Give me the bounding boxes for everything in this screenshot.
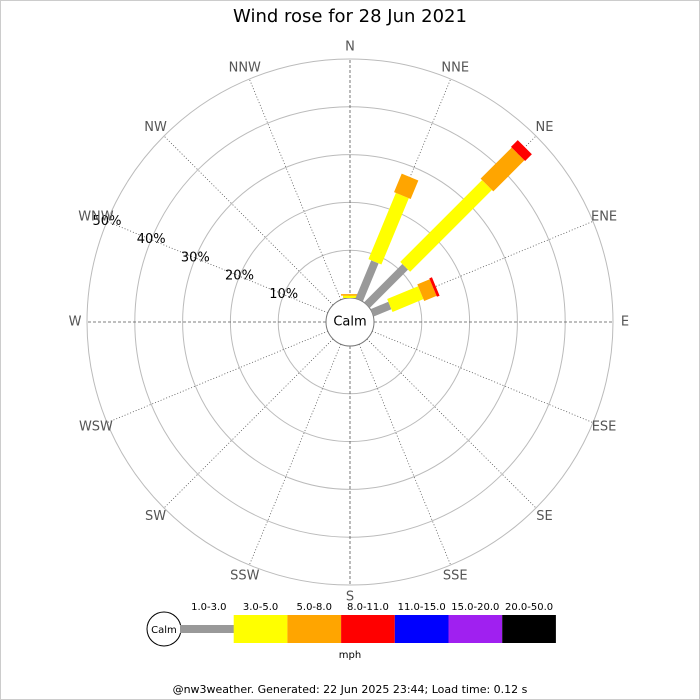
direction-label: ENE xyxy=(591,209,617,224)
direction-label: NE xyxy=(535,120,553,135)
r-tick-label: 50% xyxy=(93,214,122,229)
legend-swatch xyxy=(233,615,288,643)
r-tick-label: 10% xyxy=(269,287,298,302)
direction-label: WSW xyxy=(79,420,113,435)
wind-bar xyxy=(480,147,525,192)
r-tick-label: 20% xyxy=(225,269,254,284)
legend-label: 20.0-50.0 xyxy=(505,602,553,613)
legend-swatch xyxy=(180,625,236,633)
wind-bar xyxy=(368,192,409,265)
legend-swatch xyxy=(341,615,395,643)
grid-ring xyxy=(86,58,614,586)
wind-bar xyxy=(364,264,408,308)
spoke xyxy=(163,338,334,509)
wind-bar xyxy=(387,286,424,312)
wind-bar xyxy=(343,295,357,298)
spoke xyxy=(163,135,334,306)
legend-label: 1.0-3.0 xyxy=(191,602,226,613)
legend-label: 11.0-15.0 xyxy=(398,602,446,613)
direction-label: SSE xyxy=(443,569,468,584)
wind-bar xyxy=(394,173,419,200)
wind-bar xyxy=(510,140,532,162)
legend-swatch xyxy=(394,615,449,643)
direction-label: N xyxy=(345,40,355,55)
wind-bar xyxy=(429,277,440,297)
legend-calm-label: Calm xyxy=(151,625,177,636)
spoke xyxy=(248,78,342,300)
direction-label: SSW xyxy=(230,569,260,584)
spoke xyxy=(372,330,594,424)
r-tick-label: 30% xyxy=(181,250,210,265)
legend-label: 3.0-5.0 xyxy=(243,602,278,613)
grid-ring xyxy=(182,154,518,490)
direction-label: E xyxy=(621,315,629,330)
direction-label: NW xyxy=(144,120,167,135)
wind-bar xyxy=(370,301,392,317)
direction-label: W xyxy=(69,315,82,330)
direction-label: NNW xyxy=(229,60,261,75)
direction-label: SE xyxy=(536,509,552,524)
legend-label: 5.0-8.0 xyxy=(297,602,332,613)
spoke xyxy=(248,344,342,566)
legend-unit: mph xyxy=(339,650,361,661)
wind-bar xyxy=(355,260,379,302)
direction-label: NNE xyxy=(441,60,469,75)
footer: @nw3weather. Generated: 22 Jun 2025 23:4… xyxy=(173,683,528,696)
r-tick-label: 40% xyxy=(137,232,166,247)
legend-label: 15.0-20.0 xyxy=(451,602,499,613)
chart-title: Wind rose for 28 Jun 2021 xyxy=(233,6,467,27)
spoke xyxy=(106,220,328,314)
wind-bar xyxy=(341,294,359,296)
direction-label: S xyxy=(346,590,354,605)
legend-swatch xyxy=(287,615,342,643)
wind-bar xyxy=(417,279,437,302)
wind-bar xyxy=(400,180,492,272)
legend-label: 8.0-11.0 xyxy=(347,602,389,613)
legend-swatch xyxy=(448,615,503,643)
spoke xyxy=(106,330,328,424)
legend-swatch xyxy=(502,615,556,643)
direction-label: SW xyxy=(145,509,166,524)
spoke xyxy=(358,344,452,566)
calm-label: Calm xyxy=(333,315,366,330)
direction-label: WNW xyxy=(78,209,114,224)
spoke xyxy=(366,338,537,509)
direction-label: ESE xyxy=(592,420,617,435)
